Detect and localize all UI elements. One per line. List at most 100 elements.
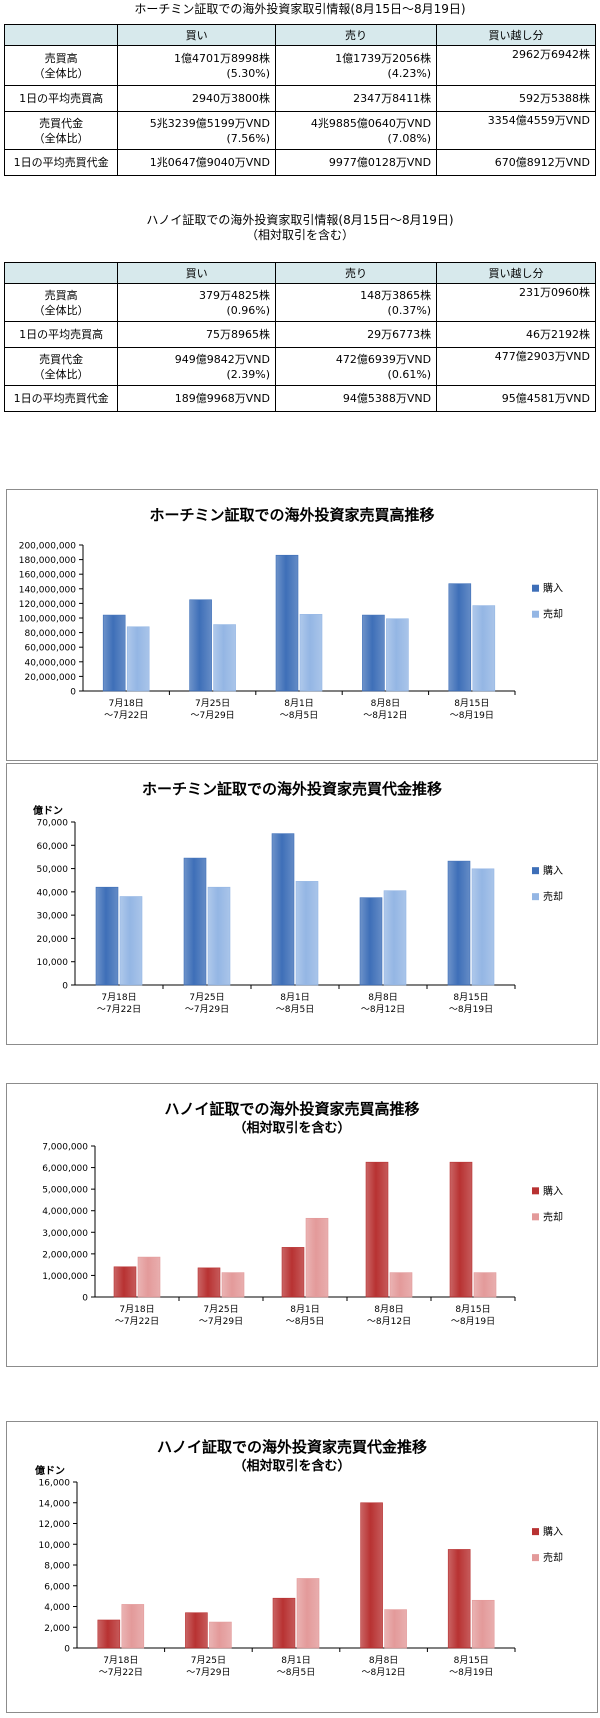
bar-buy: [449, 1161, 473, 1298]
x-tick-label: 7月25日: [195, 698, 230, 709]
y-tick-label: 1,000,000: [42, 1272, 88, 1282]
hcm-volume-chart: ホーチミン証取での海外投資家売買高推移 0 20,000,000 40,000,000…: [19, 506, 563, 721]
cell-line: 379万4825株: [199, 288, 270, 302]
buy-cell: 949億9842万VND (2.39%): [117, 347, 276, 386]
x-tick-label: 7月25日: [203, 1304, 238, 1315]
hanoi-volume-chart: ハノイ証取での海外投資家売買高推移 （相対取引を含む） 0 1,000,000 2,00…: [42, 1100, 563, 1327]
bar-buy: [272, 1597, 296, 1649]
hanoi-table-title: ハノイ証取での海外投資家取引情報(8月15日～8月19日) （相対取引を含む）: [146, 213, 454, 242]
legend-label: 購入: [543, 1184, 563, 1197]
cell-line: (0.61%): [387, 367, 432, 381]
y-tick-label: 3,000,000: [42, 1229, 88, 1239]
cell-line: (5.30%): [226, 66, 270, 80]
bar-sell: [213, 624, 236, 692]
x-tick-label: ～8月5日: [277, 1667, 315, 1678]
legend-swatch: [532, 610, 539, 618]
sell-cell: 2347万8411株: [274, 85, 438, 112]
bar-buy: [448, 583, 472, 692]
bar-buy: [183, 857, 207, 986]
y-tick-label: 60,000: [37, 842, 69, 852]
row-label: 1日の平均売買代金: [3, 385, 119, 412]
x-tick-label: 7月18日: [109, 698, 144, 709]
y-tick-label: 10,000: [39, 1541, 71, 1551]
hanoi-value-chart: ハノイ証取での海外投資家売買代金推移 （相対取引を含む） 億ドン 0 2,000 4,00…: [35, 1438, 563, 1678]
row-label-line: 1日の平均売買代金: [13, 156, 109, 169]
y-tick-label: 4,000: [44, 1603, 70, 1613]
y-tick-label: 2,000: [44, 1624, 70, 1634]
buy-cell: 189億9968万VND: [117, 385, 276, 412]
x-tick-label: 8月15日: [453, 992, 488, 1003]
sell-cell: 94億5388万VND: [274, 385, 438, 412]
row-label: 売買代金 （全体比）: [3, 347, 119, 386]
y-tick-label: 12,000: [39, 1520, 71, 1530]
table-header-cell: 買い越し分: [436, 262, 596, 284]
table-row: 売買代金 （全体比） 5兆3239億5199万VND (7.56%) 4兆9885億…: [3, 111, 596, 150]
bar-sell: [471, 868, 495, 986]
x-tick-label: ～8月12日: [361, 1004, 405, 1015]
cell-line: 29万6773株: [367, 328, 432, 341]
cell-line: (4.23%): [387, 66, 432, 80]
y-tick-label: 160,000,000: [19, 571, 77, 581]
y-tick-label: 30,000: [37, 912, 69, 922]
bar-buy: [365, 1161, 389, 1298]
chart-title: （相対取引を含む）: [233, 1458, 350, 1474]
x-tick-label: 7月18日: [119, 1304, 154, 1315]
chart-title: ホーチミン証取での海外投資家売買高推移: [149, 506, 434, 524]
bar-sell: [119, 896, 143, 986]
table-row: 1日の平均売買高 2940万3800株 2347万8411株 592万5388株: [3, 85, 596, 112]
x-tick-label: 8月8日: [371, 698, 400, 709]
bar-buy: [359, 897, 383, 986]
bar-buy: [189, 599, 212, 692]
y-tick-label: 0: [62, 982, 68, 992]
y-axis-unit: 億ドン: [33, 804, 63, 817]
row-label-line: （全体比）: [33, 131, 89, 145]
bar-sell: [386, 618, 409, 692]
y-tick-label: 80,000,000: [24, 629, 76, 639]
y-tick-label: 180,000,000: [19, 556, 77, 566]
chart-title: ホーチミン証取での海外投資家売買代金推移: [142, 780, 442, 798]
legend-swatch: [532, 1554, 539, 1562]
buy-cell: 379万4825株 (0.96%): [117, 283, 276, 322]
x-tick-label: 7月18日: [101, 992, 136, 1003]
x-tick-label: 8月1日: [280, 992, 309, 1003]
legend-label: 売却: [543, 1551, 563, 1564]
row-label-line: （全体比）: [33, 303, 89, 317]
x-tick-label: ～8月12日: [367, 1316, 411, 1327]
x-tick-label: 8月15日: [454, 1655, 489, 1666]
legend-swatch: [532, 584, 539, 592]
sell-cell: 9977億0128万VND: [274, 149, 438, 176]
bar-buy: [113, 1266, 137, 1298]
y-tick-label: 16,000: [39, 1479, 71, 1489]
bar-buy: [447, 1549, 471, 1649]
bar-buy: [197, 1267, 221, 1298]
legend-label: 売却: [543, 608, 563, 621]
bar-sell: [137, 1256, 161, 1298]
y-tick-label: 40,000,000: [24, 658, 76, 668]
x-tick-label: ～8月5日: [286, 1316, 324, 1327]
cell-line: 4兆9885億0640万VND: [310, 116, 432, 130]
legend-label: 購入: [543, 582, 563, 595]
table-header-cell: 買い: [117, 262, 276, 284]
cell-line: 148万3865株: [360, 288, 432, 302]
x-tick-label: 8月1日: [281, 1655, 310, 1666]
cell-line: 95億4581万VND: [501, 392, 590, 405]
row-label: 1日の平均売買高: [3, 85, 119, 112]
chart-title: （相対取引を含む）: [233, 1120, 350, 1136]
legend-swatch: [532, 1528, 539, 1536]
chart-panel-hcm-value: ホーチミン証取での海外投資家売買代金推移 億ドン 0 10,000 20,000 30,0…: [6, 763, 598, 1045]
y-tick-label: 7,000,000: [42, 1143, 88, 1153]
y-tick-label: 60,000,000: [24, 644, 76, 654]
cell-line: 1億1739万2056株: [335, 51, 432, 65]
x-tick-label: 7月18日: [103, 1655, 138, 1666]
table-header-cell: 買い: [117, 24, 276, 46]
x-tick-label: ～8月19日: [450, 710, 494, 721]
cell-line: 5兆3239億5199万VND: [149, 116, 270, 130]
bar-sell: [209, 1621, 232, 1649]
bar-sell: [389, 1272, 413, 1298]
y-tick-label: 5,000,000: [42, 1186, 88, 1196]
y-tick-label: 20,000: [37, 935, 69, 945]
y-tick-label: 2,000,000: [42, 1250, 88, 1260]
bar-buy: [95, 886, 119, 986]
cell-line: 2940万3800株: [192, 92, 270, 105]
